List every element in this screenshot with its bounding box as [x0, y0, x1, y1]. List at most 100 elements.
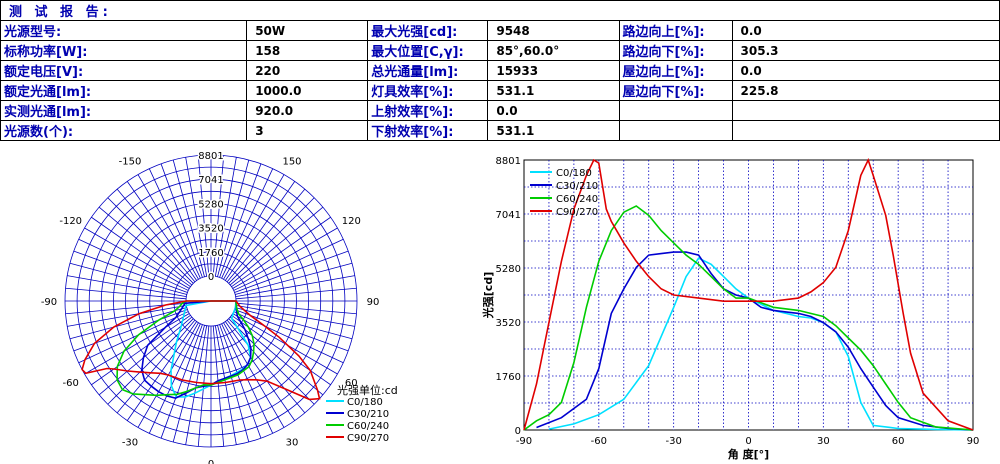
report-row: 额定电压[V]: 220 总光通量[lm]: 15933 屋边向上[%]: 0.0 [0, 60, 1000, 81]
polar-ring [64, 154, 358, 448]
polar-spoke [234, 250, 349, 293]
polar-series-curve [170, 300, 252, 398]
polar-spoke [91, 315, 191, 386]
polar-spoke [98, 206, 193, 286]
polar-spoke [214, 157, 237, 277]
x-axis-title: 角 度[°] [728, 447, 769, 461]
report-label: 额定电压[V]: [0, 60, 248, 81]
polar-angle-label: -60 [63, 378, 79, 389]
polar-spoke [98, 316, 193, 396]
polar-radial-tick: 8801 [198, 151, 223, 162]
report-value: 3 [246, 120, 369, 141]
report-label: 最大位置[C,γ]: [367, 40, 489, 61]
report-value: 0.0 [487, 100, 620, 121]
polar-legend-label: C60/240 [347, 421, 389, 432]
polar-unit-label: 光强单位:cd [337, 383, 398, 397]
polar-ring [149, 239, 273, 363]
polar-legend-label: C0/180 [347, 397, 383, 408]
report-label: 标称功率[W]: [0, 40, 248, 61]
x-tick-label: -30 [665, 436, 681, 447]
polar-ring [185, 275, 237, 327]
polar-spoke [126, 321, 197, 421]
polar-legend-label: C30/210 [347, 409, 389, 420]
polar-spoke [137, 322, 199, 428]
polar-angle-label: 90 [367, 297, 380, 308]
report-label: 额定光通[lm]: [0, 80, 248, 101]
polar-series-curve [81, 300, 321, 401]
polar-spoke [107, 318, 194, 405]
polar-spoke [73, 309, 188, 352]
polar-spoke [228, 318, 315, 405]
polar-ring [88, 178, 334, 424]
polar-spoke [226, 319, 306, 414]
polar-spoke [219, 163, 262, 278]
polar-angle-label: -30 [122, 437, 138, 448]
polar-radial-tick: 0 [208, 272, 214, 283]
x-tick-label: 30 [817, 436, 830, 447]
polar-spoke [232, 313, 338, 375]
polar-spoke [233, 311, 344, 364]
report-value: 50W [246, 20, 369, 41]
report-title-row: 测 试 报 告: [0, 0, 1000, 21]
polar-spoke [107, 197, 194, 284]
polar-spoke [67, 304, 187, 327]
polar-spoke [137, 174, 199, 280]
report-label: 光源数(个): [0, 120, 248, 141]
report-value: 15933 [487, 60, 620, 81]
polar-spoke [197, 325, 210, 447]
report-value: 531.1 [487, 80, 620, 101]
polar-spoke [212, 325, 225, 447]
report-label: 灯具效率[%]: [367, 80, 489, 101]
polar-spoke [219, 324, 262, 439]
polar-spoke [235, 307, 353, 340]
polar-spoke [69, 262, 187, 295]
polar-spoke [84, 227, 190, 289]
polar-radial-tick: 3520 [198, 224, 223, 235]
report-row: 标称功率[W]: 158 最大位置[C,γ]: 85°,60.0° 路边向下[%]: 30… [0, 40, 1000, 61]
report-value: 85°,60.0° [487, 40, 620, 61]
polar-ring [76, 166, 346, 436]
polar-spoke [78, 311, 189, 364]
report-row: 光源型号: 50W 最大光强[cd]: 9548 路边向上[%]: 0.0 [0, 20, 1000, 41]
x-tick-label: -60 [591, 436, 607, 447]
polar-spoke [235, 275, 355, 298]
polar-spoke [226, 188, 306, 283]
report-label: 最大光强[cd]: [367, 20, 489, 41]
polar-spoke [212, 155, 225, 277]
x-tick-label: 60 [892, 436, 905, 447]
polar-legend-label: C90/270 [347, 433, 389, 444]
polar-ring [125, 215, 297, 387]
polar-spoke [228, 197, 315, 284]
polar-spoke [229, 206, 324, 286]
polar-spoke [185, 157, 208, 277]
x-tick-label: 0 [745, 436, 751, 447]
polar-spoke [225, 321, 296, 421]
report-title: 测 试 报 告: [0, 0, 1000, 21]
y-tick-label: 5280 [496, 264, 521, 275]
report-value [731, 120, 1000, 141]
polar-ring [113, 202, 309, 399]
polar-spoke [231, 216, 331, 287]
line-legend-label: C90/270 [556, 207, 598, 218]
polar-spoke [73, 250, 188, 293]
report-label: 路边向下[%]: [618, 40, 733, 61]
y-axis-title: 光强[cd] [481, 272, 495, 319]
polar-spoke [233, 238, 344, 291]
report-label [618, 100, 733, 121]
polar-spoke [223, 174, 285, 280]
report-label: 光源型号: [0, 20, 248, 41]
polar-spoke [126, 181, 197, 281]
polar-spoke [231, 315, 331, 386]
polar-radial-tick: 7041 [198, 175, 223, 186]
polar-series-curve [140, 300, 252, 399]
polar-spoke [148, 323, 201, 434]
polar-angle-label: 150 [282, 157, 301, 168]
polar-spoke [223, 322, 285, 428]
polar-angle-label: 0 [208, 459, 214, 464]
report-value: 305.3 [731, 40, 1000, 61]
polar-spoke [185, 325, 208, 445]
polar-spoke [148, 168, 201, 279]
line-legend-label: C30/210 [556, 181, 598, 192]
report-value: 220 [246, 60, 369, 81]
polar-spoke [214, 325, 237, 445]
